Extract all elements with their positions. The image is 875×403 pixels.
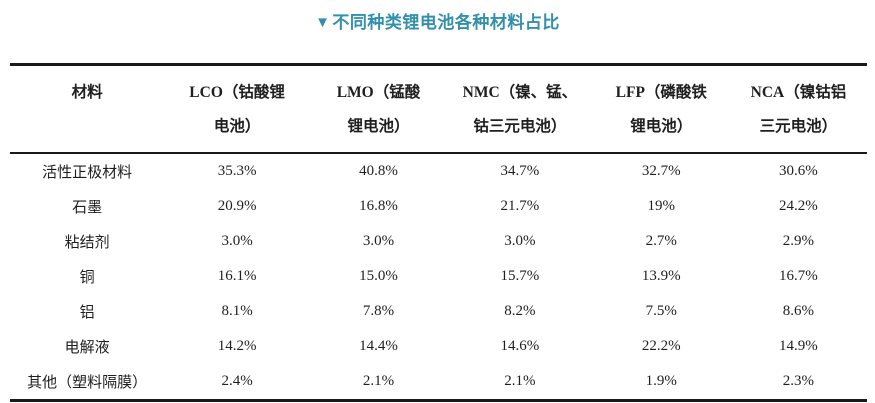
- value-cell: 14.4%: [359, 338, 398, 354]
- col-header-material: 材料: [10, 64, 165, 154]
- value-cell: 2.4%: [221, 373, 253, 389]
- col-header-line: 锂电池）: [347, 118, 410, 135]
- value-cell: 20.9%: [217, 198, 257, 214]
- value-cell: 30.6%: [779, 163, 818, 179]
- value-cell: 2.9%: [782, 233, 815, 249]
- value-cell: 14.6%: [500, 338, 540, 354]
- value-cell: 35.3%: [217, 163, 257, 179]
- table-row-graphite: 石墨 20.9% 16.8% 21.7% 19% 24.2%: [10, 189, 867, 224]
- col-header-line: 电池）: [213, 118, 261, 135]
- caption-triangle-icon: ▼: [315, 14, 331, 31]
- value-cell: 16.1%: [217, 268, 257, 284]
- value-cell: 1.9%: [645, 373, 677, 389]
- value-cell: 2.3%: [782, 373, 815, 389]
- col-header-nmc: NMC（镍、锰、 钴三元电池）: [447, 64, 593, 154]
- value-cell: 2.7%: [645, 233, 677, 249]
- col-header-lfp: LFP（磷酸铁 锂电池）: [592, 64, 730, 154]
- material-cell: 石墨: [72, 200, 103, 216]
- value-cell: 3.0%: [221, 233, 253, 249]
- value-cell: 3.0%: [362, 233, 395, 249]
- col-header-line: LCO（钴酸锂: [189, 84, 285, 101]
- value-cell: 3.0%: [504, 233, 536, 249]
- table-row-other-separator: 其他（塑料隔膜） 2.4% 2.1% 2.1% 1.9% 2.3%: [10, 364, 867, 401]
- col-header-nca: NCA（镍钴铝 三元电池）: [729, 64, 867, 154]
- col-header-lmo: LMO（锰酸 锂电池）: [309, 64, 448, 154]
- value-cell: 40.8%: [359, 163, 398, 179]
- value-cell: 24.2%: [779, 198, 818, 214]
- col-header-line: 材料: [71, 84, 103, 101]
- value-cell: 16.7%: [779, 268, 818, 284]
- value-cell: 14.9%: [779, 338, 818, 354]
- col-header-line: LMO（锰酸: [336, 84, 421, 101]
- material-cell: 铜: [79, 270, 95, 286]
- value-cell: 13.9%: [641, 268, 681, 284]
- table-row-binder: 粘结剂 3.0% 3.0% 3.0% 2.7% 2.9%: [10, 224, 867, 259]
- value-cell: 8.1%: [221, 303, 253, 319]
- value-cell: 22.2%: [641, 338, 681, 354]
- value-cell: 14.2%: [217, 338, 257, 354]
- col-header-lco: LCO（钴酸锂 电池）: [164, 64, 310, 154]
- value-cell: 15.0%: [359, 268, 398, 284]
- value-cell: 16.8%: [359, 198, 398, 214]
- table-row-copper: 铜 16.1% 15.0% 15.7% 13.9% 16.7%: [10, 259, 867, 294]
- col-header-line: 钴三元电池）: [473, 118, 567, 135]
- table-row-active-cathode: 活性正极材料 35.3% 40.8% 34.7% 32.7% 30.6%: [10, 153, 867, 189]
- value-cell: 15.7%: [500, 268, 540, 284]
- value-cell: 8.2%: [504, 303, 536, 319]
- col-header-line: NMC（镍、锰、: [462, 84, 578, 101]
- material-cell: 电解液: [64, 340, 110, 356]
- material-cell: 铝: [79, 305, 95, 321]
- value-cell: 34.7%: [500, 163, 540, 179]
- material-cell: 粘结剂: [64, 235, 110, 251]
- caption-text: 不同种类锂电池各种材料占比: [332, 13, 560, 32]
- value-cell: 2.1%: [504, 373, 536, 389]
- value-cell: 8.6%: [782, 303, 815, 319]
- value-cell: 21.7%: [500, 198, 540, 214]
- col-header-line: LFP（磷酸铁: [615, 84, 707, 101]
- battery-materials-table: 材料 LCO（钴酸锂 电池） LMO（锰酸 锂电池） NMC（镍、锰、 钴三元电…: [10, 63, 867, 402]
- value-cell: 19%: [647, 198, 676, 214]
- col-header-line: NCA（镍钴铝: [750, 84, 847, 101]
- value-cell: 32.7%: [641, 163, 681, 179]
- col-header-line: 三元电池）: [759, 118, 838, 135]
- table-header-row: 材料 LCO（钴酸锂 电池） LMO（锰酸 锂电池） NMC（镍、锰、 钴三元电…: [10, 64, 867, 154]
- table-row-electrolyte: 电解液 14.2% 14.4% 14.6% 22.2% 14.9%: [10, 329, 867, 364]
- table-caption: ▼ 不同种类锂电池各种材料占比: [0, 8, 875, 33]
- value-cell: 2.1%: [362, 373, 395, 389]
- table-row-aluminum: 铝 8.1% 7.8% 8.2% 7.5% 8.6%: [10, 294, 867, 329]
- material-cell: 活性正极材料: [42, 165, 133, 181]
- col-header-line: 锂电池）: [630, 118, 693, 135]
- value-cell: 7.5%: [645, 303, 677, 319]
- value-cell: 7.8%: [362, 303, 395, 319]
- material-cell: 其他（塑料隔膜）: [27, 375, 148, 391]
